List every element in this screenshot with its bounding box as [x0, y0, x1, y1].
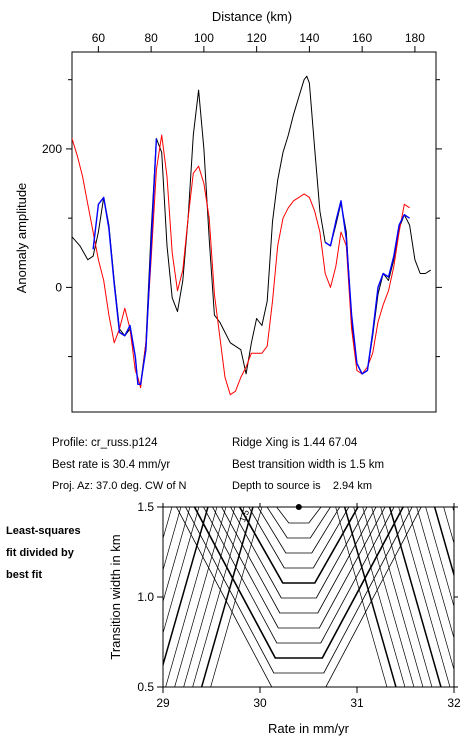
- side-label-line: fit divided by: [6, 547, 74, 559]
- best-fit-marker: [295, 504, 302, 510]
- side-label-line: best fit: [6, 569, 43, 581]
- contour-line: [221, 507, 377, 614]
- y-axis-label: Transition width in km: [108, 534, 123, 659]
- contour-line: [343, 507, 397, 687]
- y-tick-label: 1.5: [137, 500, 154, 514]
- x-tick-label: 100: [194, 31, 214, 45]
- y-tick-label: 200: [42, 142, 62, 156]
- contour-line: [192, 507, 245, 687]
- side-label-line: Least-squares: [6, 525, 81, 537]
- contour-line: [276, 507, 322, 524]
- best-width-text: Best transition width is 1.5 km: [232, 459, 385, 471]
- contour-line: [230, 507, 368, 599]
- contour-line: [248, 507, 350, 569]
- contour-line: [416, 507, 454, 640]
- contour-label: 1.5: [237, 508, 251, 523]
- x-tick-label: 160: [352, 31, 372, 45]
- series-line-1: [72, 134, 410, 396]
- ridge-xing-text: Ridge Xing is 1.44 67.04: [232, 437, 358, 449]
- x-tick-label: 140: [299, 31, 319, 45]
- contour-line: [174, 507, 227, 687]
- x-axis-label: Rate in mm/yr: [268, 721, 350, 736]
- x-tick-label: 30: [253, 696, 267, 710]
- x-axis-label: Distance (km): [212, 9, 292, 24]
- anomaly-chart: 60 80 100 120 140 160 180 0 200 Distance (km) Anom…: [14, 9, 442, 413]
- contour-line: [266, 507, 332, 539]
- contour-line: [0, 497, 4, 697]
- contour-line: [183, 507, 236, 687]
- y-tick-label: 0.5: [137, 680, 154, 694]
- contour-line: [165, 507, 218, 687]
- contour-line: [163, 507, 173, 540]
- x-tick-label: 80: [144, 31, 158, 45]
- contour-line: [433, 507, 454, 578]
- x-tick-label: 31: [350, 696, 364, 710]
- series-line-0: [72, 75, 431, 385]
- contour-line: [452, 507, 454, 514]
- contour-frame: [162, 506, 455, 688]
- y-axis-label: Anomaly amplitude: [14, 183, 29, 294]
- contour-line: [257, 507, 341, 554]
- depth-text: Depth to source is 2.94 km: [232, 480, 373, 492]
- series-line-3: [324, 200, 410, 375]
- contour-line: [163, 507, 191, 603]
- y-tick-label: 0: [55, 280, 62, 294]
- contour-line: [425, 507, 454, 608]
- x-tick-label: 120: [247, 31, 267, 45]
- contour-line: [371, 507, 424, 687]
- contour-line: [459, 497, 467, 697]
- proj-az-text: Proj. Az: 37.0 deg. CW of N: [52, 480, 187, 492]
- contour-line: [163, 507, 182, 572]
- contour-line: [212, 507, 386, 629]
- contour-lines: [0, 497, 467, 697]
- contour-line: [163, 507, 200, 635]
- contour-line: [407, 507, 454, 671]
- contour-line: [200, 507, 254, 687]
- side-label: Least-squares fit divided by best fit: [6, 520, 81, 586]
- y-tick-label: 1.0: [137, 590, 154, 604]
- contour-line: [203, 507, 395, 644]
- x-tick-label: 29: [156, 696, 170, 710]
- x-tick-label: 180: [405, 31, 425, 45]
- best-rate-text: Best rate is 30.4 mm/yr: [52, 459, 171, 471]
- contour-line: [443, 507, 454, 545]
- x-tick-label: 60: [92, 31, 106, 45]
- contour-line: [380, 507, 433, 687]
- contour-line: [353, 507, 406, 687]
- contour-line: [388, 507, 442, 687]
- contour-line: [335, 507, 388, 687]
- contour-chart: 29 30 31 32 0.5 1.0 1.5 Rate in mm/yr Transition…: [0, 497, 467, 736]
- profile-text: Profile: cr_russ.p124: [52, 437, 158, 449]
- plot-frame: [71, 51, 437, 413]
- series-line-2: [92, 138, 158, 385]
- contour-line: [238, 507, 359, 584]
- contour-line: [210, 507, 263, 687]
- contour-line: [175, 507, 422, 687]
- x-tick-label: 32: [447, 696, 461, 710]
- contour-line: [193, 507, 405, 659]
- contour-line: [362, 507, 415, 687]
- contour-line: [185, 507, 413, 674]
- contour-line: [398, 507, 451, 687]
